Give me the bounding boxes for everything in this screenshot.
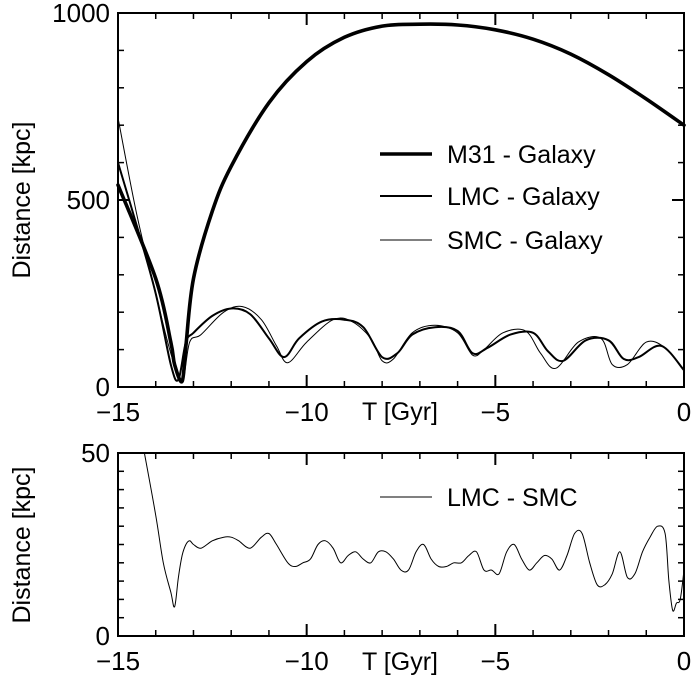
top-y-tick-label: 500 bbox=[67, 185, 110, 215]
bottom-tick-labels: −15 −10 −5 0 0 50 bbox=[81, 438, 691, 676]
top-x-tick-label: −15 bbox=[96, 397, 140, 427]
top-x-tick-label: 0 bbox=[677, 397, 691, 427]
bottom-series-line-0 bbox=[143, 452, 685, 612]
bottom-panel: −15 −10 −5 0 0 50 T [Gyr] Distance [kpc] LMC … bbox=[8, 438, 691, 676]
top-series-lines bbox=[116, 22, 686, 384]
bottom-legend: LMC - SMC bbox=[380, 484, 578, 512]
bottom-series-lines bbox=[143, 452, 685, 612]
top-series-line-1 bbox=[117, 161, 685, 382]
top-legend: M31 - Galaxy LMC - Galaxy SMC - Galaxy bbox=[380, 141, 603, 255]
top-ticks bbox=[117, 12, 685, 388]
top-x-tick-label: −5 bbox=[481, 397, 511, 427]
top-x-tick-label: −10 bbox=[285, 397, 329, 427]
top-y-tick-label: 0 bbox=[96, 372, 110, 402]
bottom-ticks bbox=[117, 452, 685, 637]
legend-label-lmc-smc: LMC - SMC bbox=[447, 484, 578, 512]
top-y-axis-title: Distance [kpc] bbox=[8, 121, 36, 278]
bottom-y-tick-label: 0 bbox=[96, 621, 110, 651]
top-series-line-2 bbox=[117, 117, 685, 382]
bottom-y-tick-label: 50 bbox=[81, 438, 110, 468]
bottom-x-tick-label: −15 bbox=[96, 646, 140, 676]
legend-label-smc: SMC - Galaxy bbox=[447, 227, 603, 255]
top-x-axis-title: T [Gyr] bbox=[362, 398, 438, 426]
top-y-tick-label: 1000 bbox=[52, 0, 110, 28]
bottom-y-axis-title: Distance [kpc] bbox=[8, 466, 36, 623]
top-tick-labels: −15 −10 −5 0 0 500 1000 bbox=[52, 0, 691, 427]
top-panel: −15 −10 −5 0 0 500 1000 T [Gyr] Distance [kpc]… bbox=[8, 0, 691, 427]
bottom-plot-frame bbox=[117, 452, 685, 637]
legend-label-lmc: LMC - Galaxy bbox=[447, 183, 600, 211]
bottom-x-tick-label: 0 bbox=[677, 646, 691, 676]
bottom-x-axis-title: T [Gyr] bbox=[362, 648, 438, 676]
legend-label-m31: M31 - Galaxy bbox=[447, 141, 596, 169]
bottom-x-tick-label: −5 bbox=[481, 646, 511, 676]
bottom-x-tick-label: −10 bbox=[285, 646, 329, 676]
